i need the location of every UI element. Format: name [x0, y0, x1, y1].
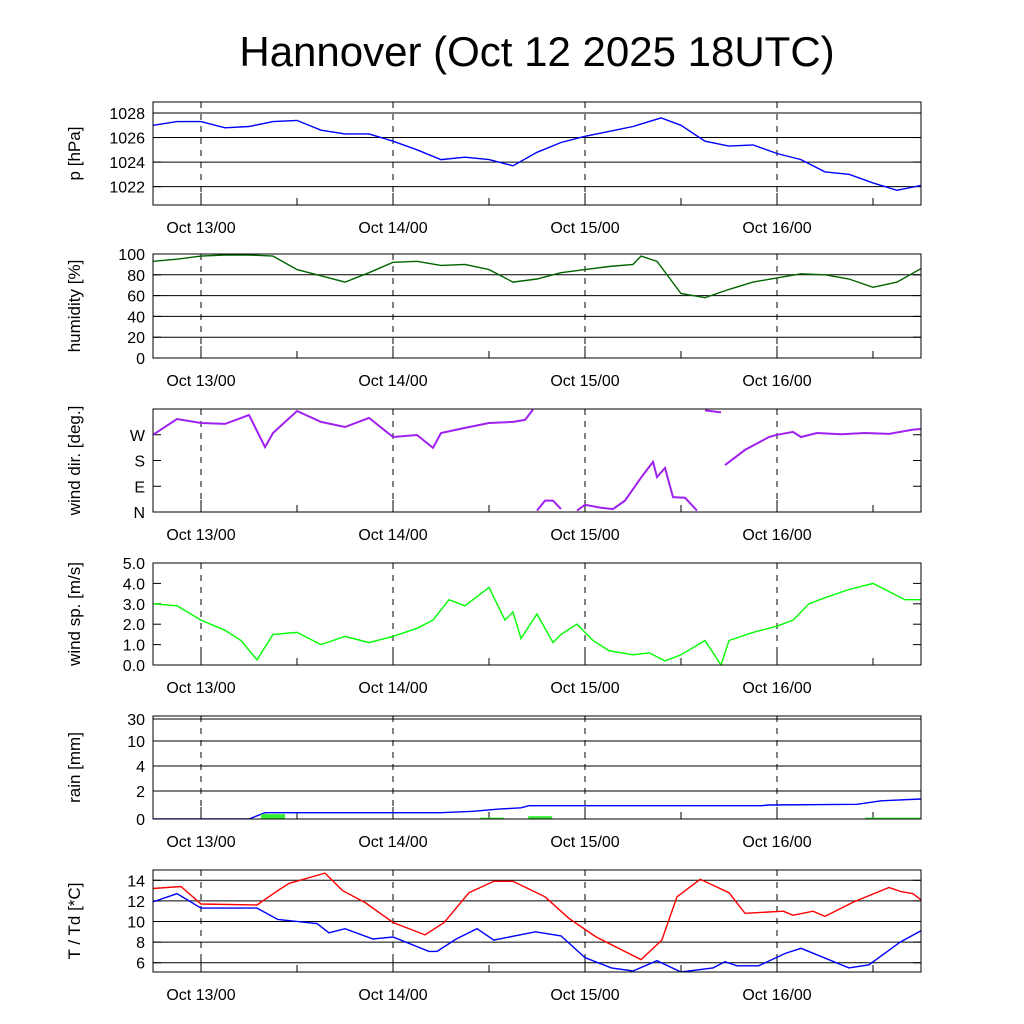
y-tick-label: S: [134, 454, 145, 471]
series-line-wind-direction: [153, 409, 534, 450]
series-line-accumulated-rain: [153, 798, 921, 819]
y-tick-label: W: [130, 428, 146, 445]
y-tick-label: 1.0: [123, 638, 145, 655]
y-tick-label: 60: [127, 289, 145, 306]
x-tick-label: Oct 14/00: [358, 987, 427, 1004]
rain-bar: [480, 817, 505, 819]
rain-bar: [865, 817, 921, 819]
x-tick-label: Oct 15/00: [550, 220, 619, 237]
plot-frame: [152, 253, 922, 359]
series-line-wind-speed: [153, 582, 921, 665]
x-tick-label: Oct 14/00: [358, 373, 427, 390]
plot-frame: [152, 715, 922, 820]
x-tick-label: Oct 14/00: [358, 527, 427, 544]
y-tick-label: 100: [118, 247, 145, 264]
series-line-pressure: [153, 117, 921, 192]
y-tick-label: 1028: [109, 106, 145, 123]
panel-humidity: 0 20 40 60 80 100 Oct 13/00 Oct 14/00 Oct 15/00 O…: [65, 247, 922, 390]
x-tick-label: Oct 15/00: [550, 527, 619, 544]
x-tick-label: Oct 13/00: [166, 373, 235, 390]
y-tick-label: 0: [136, 812, 145, 829]
y-tick-label: 12: [127, 894, 145, 911]
x-tick-label: Oct 15/00: [550, 680, 619, 697]
panel-temperature: 6 8 10 12 14 Oct 13/00 Oct 14/00 Oct 15/00 Oct 1…: [65, 869, 922, 1004]
plot-frame: [152, 562, 922, 666]
series-line-td: [153, 892, 921, 972]
x-tick-label: Oct 13/00: [166, 834, 235, 851]
y-tick-label: N: [133, 505, 145, 522]
chart-title: Hannover (Oct 12 2025 18UTC): [239, 28, 834, 75]
y-tick-label: 8: [136, 935, 145, 952]
y-tick-label: 40: [127, 309, 145, 326]
y-tick-label: E: [134, 479, 145, 496]
y-axis-label: humidity [%]: [65, 260, 84, 353]
series-line-t: [153, 872, 921, 961]
series-line-humidity: [153, 254, 921, 299]
x-tick-label: Oct 13/00: [166, 220, 235, 237]
x-tick-label: Oct 13/00: [166, 680, 235, 697]
panel-pressure: 1022 1024 1026 1028 Oct 13/00 Oct 14/00 Oct 15…: [65, 101, 922, 237]
x-tick-label: Oct 13/00: [166, 527, 235, 544]
series-line-wind-direction: [576, 459, 698, 512]
y-axis-label: T / Td [*C]: [65, 883, 84, 960]
y-axis-label: wind sp. [m/s]: [65, 562, 84, 667]
panel-rain: 0 2 4 10 30 Oct 13/00 Oct 14/00 Oct 15/00 Oct 16…: [65, 712, 922, 851]
series-line-wind-direction: [536, 499, 562, 512]
y-tick-label: 14: [127, 873, 145, 890]
plot-frame: [152, 101, 922, 206]
y-tick-label: 80: [127, 268, 145, 285]
series-line-wind-direction: [704, 409, 722, 414]
rain-bar: [528, 816, 553, 819]
y-tick-label: 10: [127, 915, 145, 932]
y-tick-label: 2: [136, 784, 145, 801]
y-tick-label: 5.0: [123, 556, 145, 573]
y-tick-label: 0: [136, 351, 145, 368]
y-axis-label: wind dir. [deg.]: [65, 406, 84, 517]
y-tick-label: 3.0: [123, 597, 145, 614]
rain-bar: [261, 814, 285, 819]
x-tick-label: Oct 15/00: [550, 987, 619, 1004]
y-tick-label: 4: [136, 759, 145, 776]
x-tick-label: Oct 16/00: [742, 373, 811, 390]
y-tick-label: 20: [127, 330, 145, 347]
y-tick-label: 0.0: [123, 658, 145, 675]
plot-frame: [152, 408, 922, 513]
x-tick-label: Oct 14/00: [358, 680, 427, 697]
x-tick-label: Oct 14/00: [358, 834, 427, 851]
x-tick-label: Oct 16/00: [742, 834, 811, 851]
x-tick-label: Oct 16/00: [742, 220, 811, 237]
y-tick-label: 10: [127, 734, 145, 751]
plot-frame: [152, 869, 922, 973]
y-tick-label: 1022: [109, 180, 145, 197]
y-tick-label: 1026: [109, 131, 145, 148]
y-tick-label: 4.0: [123, 576, 145, 593]
x-tick-label: Oct 15/00: [550, 373, 619, 390]
x-tick-label: Oct 15/00: [550, 834, 619, 851]
x-tick-label: Oct 16/00: [742, 987, 811, 1004]
x-tick-label: Oct 16/00: [742, 680, 811, 697]
series-line-wind-direction: [724, 428, 921, 466]
x-tick-label: Oct 14/00: [358, 220, 427, 237]
y-tick-label: 2.0: [123, 617, 145, 634]
y-tick-label: 30: [127, 712, 145, 729]
panel-wind-speed: 0.0 1.0 2.0 3.0 4.0 5.0 Oct 13/00 Oct 14/00 Oct …: [65, 556, 922, 697]
x-tick-label: Oct 16/00: [742, 527, 811, 544]
y-axis-label: rain [mm]: [65, 732, 84, 803]
x-tick-label: Oct 13/00: [166, 987, 235, 1004]
y-tick-label: 6: [136, 956, 145, 973]
y-axis-label: p [hPa]: [65, 127, 84, 181]
y-tick-label: 1024: [109, 155, 145, 172]
